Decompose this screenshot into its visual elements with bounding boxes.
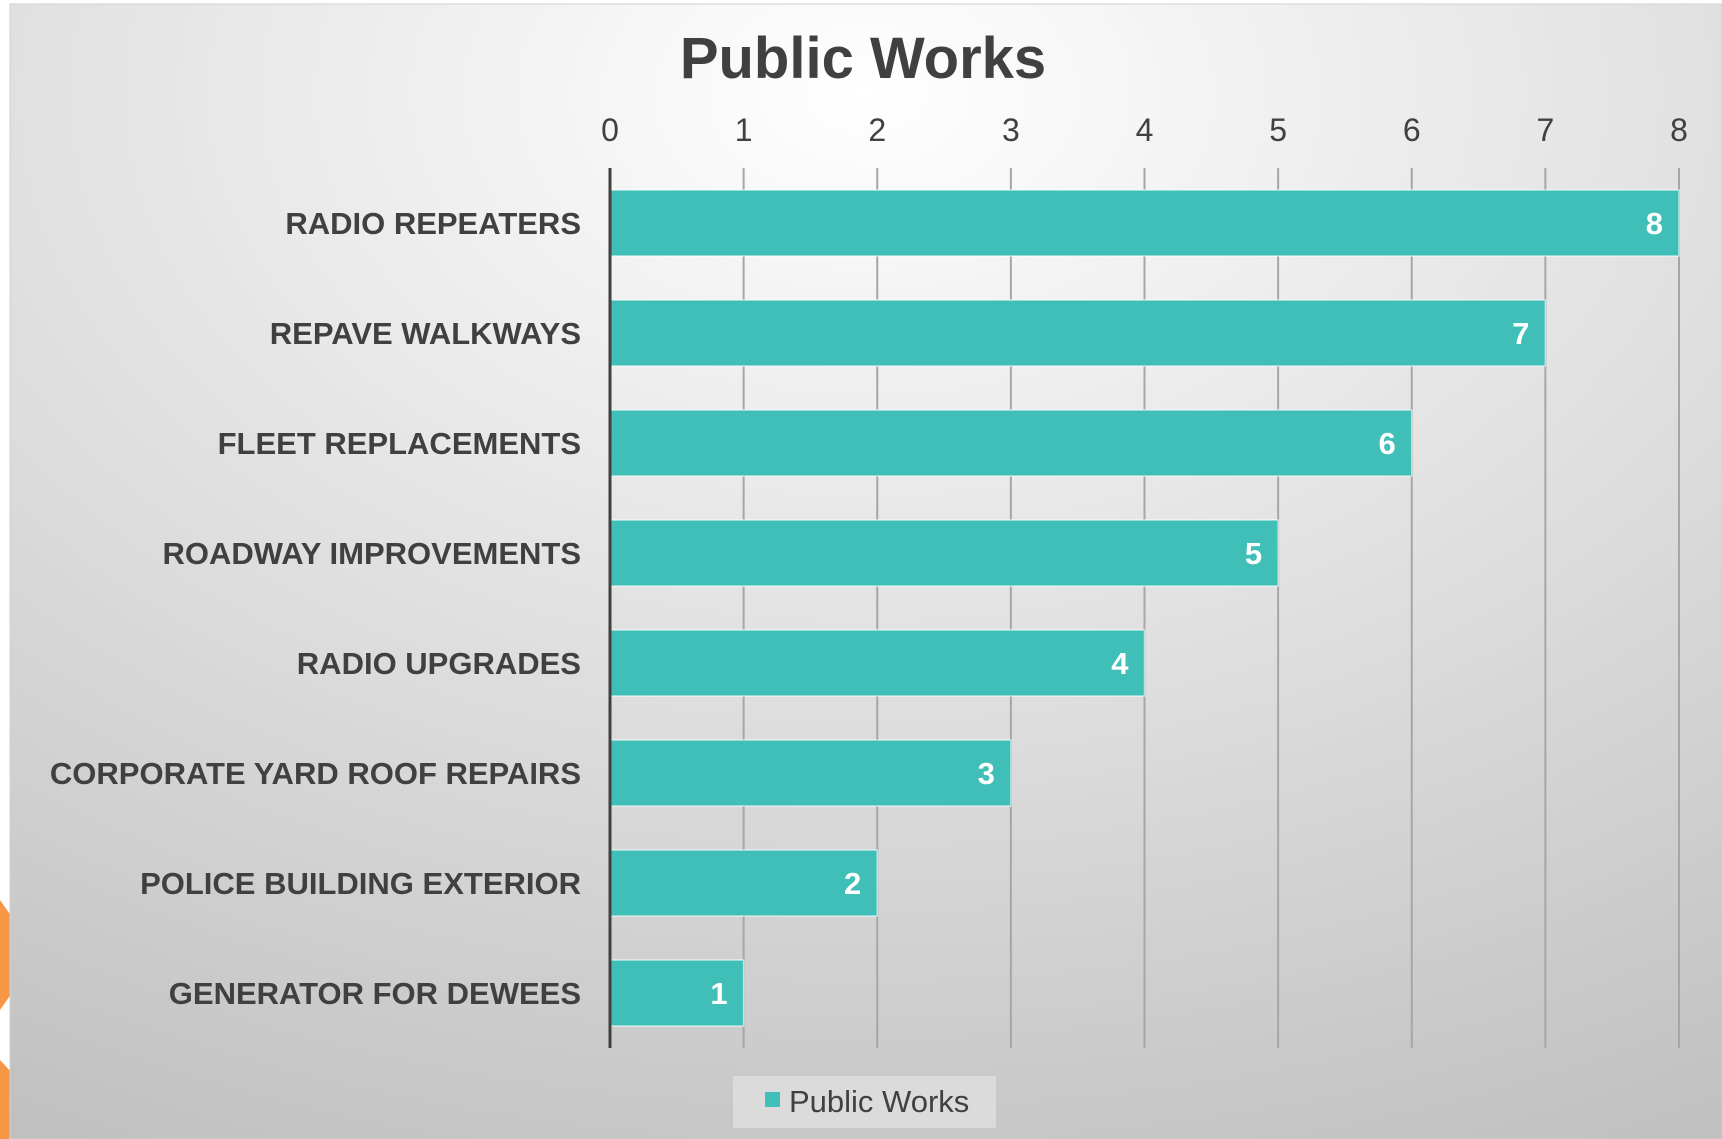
bar[interactable] xyxy=(609,409,1413,477)
x-tick-label: 4 xyxy=(1136,112,1154,148)
category-label: RADIO REPEATERS xyxy=(285,206,581,241)
x-tick-label: 2 xyxy=(868,112,886,148)
data-label: 1 xyxy=(710,976,727,1011)
category-label: FLEET REPLACEMENTS xyxy=(218,426,581,461)
x-tick-label: 6 xyxy=(1403,112,1421,148)
category-label: ROADWAY IMPROVEMENTS xyxy=(162,536,581,571)
x-tick-label: 1 xyxy=(735,112,753,148)
bar[interactable] xyxy=(609,739,1012,807)
bars xyxy=(609,189,1680,1027)
x-tick-label: 0 xyxy=(601,112,619,148)
data-label: 8 xyxy=(1646,206,1663,241)
bar[interactable] xyxy=(609,189,1680,257)
bar[interactable] xyxy=(609,299,1547,367)
data-label: 4 xyxy=(1111,646,1129,681)
data-label: 2 xyxy=(844,866,861,901)
data-labels: 8 7 6 5 4 3 2 1 xyxy=(710,206,1663,1011)
data-label: 3 xyxy=(978,756,995,791)
bar[interactable] xyxy=(609,849,878,917)
data-label: 5 xyxy=(1245,536,1262,571)
x-tick-label: 3 xyxy=(1002,112,1020,148)
x-tick-label: 5 xyxy=(1269,112,1287,148)
data-label: 7 xyxy=(1512,316,1529,351)
bar[interactable] xyxy=(609,959,745,1027)
category-label: REPAVE WALKWAYS xyxy=(270,316,581,351)
category-label: POLICE BUILDING EXTERIOR xyxy=(140,866,581,901)
data-label: 6 xyxy=(1379,426,1396,461)
legend-swatch xyxy=(765,1092,780,1107)
bar[interactable] xyxy=(609,519,1279,587)
x-tick-label: 7 xyxy=(1536,112,1554,148)
category-label: GENERATOR FOR DEWEES xyxy=(169,976,581,1011)
legend[interactable]: Public Works xyxy=(733,1076,996,1128)
chart-title: Public Works xyxy=(680,26,1046,91)
category-label: RADIO UPGRADES xyxy=(297,646,581,681)
category-label: CORPORATE YARD ROOF REPAIRS xyxy=(50,756,581,791)
category-labels: RADIO REPEATERS REPAVE WALKWAYS FLEET REPL… xyxy=(50,206,581,1011)
x-axis-ticks: 0 1 2 3 4 5 6 7 8 xyxy=(601,112,1688,148)
bar[interactable] xyxy=(609,629,1146,697)
legend-label: Public Works xyxy=(789,1084,969,1119)
x-tick-label: 8 xyxy=(1670,112,1688,148)
